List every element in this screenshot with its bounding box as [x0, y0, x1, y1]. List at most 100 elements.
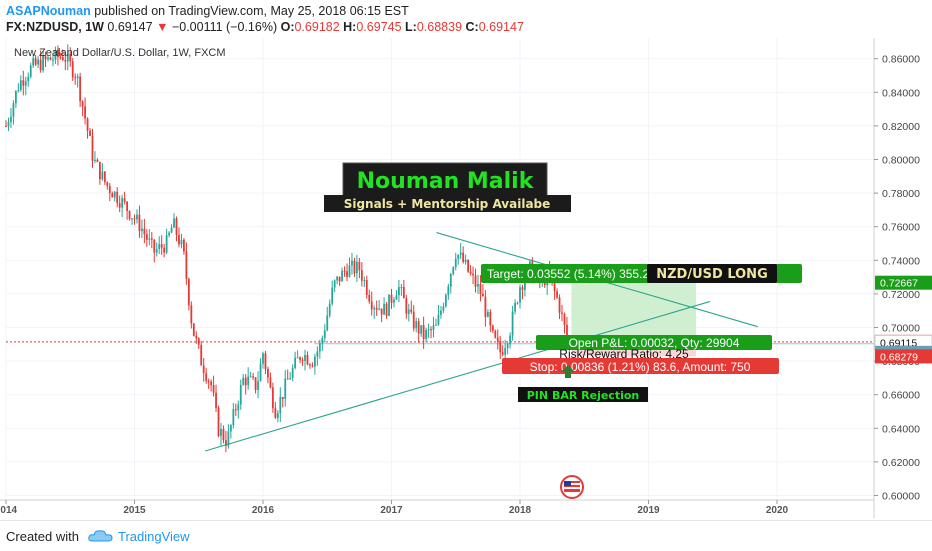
candle-body [234, 409, 237, 411]
candle-body [457, 254, 460, 259]
candle-body [556, 291, 558, 298]
candle-body [168, 232, 170, 236]
candle-body [422, 325, 425, 340]
flag-canton [564, 481, 571, 486]
candle-body [64, 60, 67, 62]
candle-body [395, 295, 398, 300]
profit-zone [571, 282, 697, 343]
candle-body [91, 135, 94, 161]
candle-body [39, 59, 42, 71]
candle-body [153, 239, 156, 253]
candle-body [148, 238, 151, 240]
candle-body [437, 314, 440, 325]
flag-stripe-white [564, 483, 580, 485]
candle-body [360, 270, 363, 281]
price-tick-label: 0.62000 [882, 457, 920, 469]
time-tick-label: 2015 [123, 505, 146, 516]
stop-label: Stop: 0.00836 (1.21%) 83.6, Amount: 750 [530, 360, 751, 374]
candle-body [462, 252, 465, 263]
candle-body [309, 364, 311, 366]
candle-body [504, 348, 507, 355]
publish-line: ASAPNouman published on TradingView.com,… [6, 3, 524, 19]
candle-body [514, 302, 516, 312]
candle-body [363, 280, 366, 282]
tradingview-brand-link[interactable]: TradingView [118, 529, 190, 544]
candle-body [94, 159, 96, 161]
candle-body [84, 106, 86, 119]
candle-body [145, 234, 148, 240]
candle-body [190, 305, 193, 324]
candle-body [459, 252, 462, 255]
candle-body [276, 413, 279, 418]
candle-body [509, 335, 512, 345]
candle-body [227, 431, 230, 446]
candle-body [333, 280, 336, 288]
candle-body [195, 335, 198, 339]
candle-body [254, 377, 257, 390]
candle-body [417, 321, 420, 334]
candle-body [306, 354, 309, 365]
author-link[interactable]: ASAPNouman [6, 4, 91, 18]
time-tick-label: 2016 [252, 505, 275, 516]
candle-body [239, 384, 242, 405]
price-tick-label: 0.60000 [882, 491, 920, 503]
candle-body [467, 259, 470, 272]
candle-body [202, 365, 205, 374]
candle-body [491, 325, 494, 331]
subtitle-box [324, 195, 571, 212]
candle-body [27, 76, 30, 82]
candle-body [44, 55, 47, 60]
candle-body [34, 58, 37, 65]
open-key: O: [280, 20, 295, 34]
candle-body [56, 49, 59, 57]
candle-body [10, 116, 12, 123]
candle-body [477, 284, 479, 287]
candle-body [365, 280, 368, 295]
candle-body [353, 260, 356, 274]
candle-body [81, 101, 84, 107]
candle-body [405, 298, 408, 314]
candle-body [128, 210, 131, 219]
down-arrow-icon: ▼ [156, 20, 169, 34]
candle-body [358, 261, 361, 271]
candle-body [116, 191, 119, 204]
price-tick-label: 0.82000 [882, 121, 920, 133]
candle-body [232, 409, 235, 426]
trendline[interactable] [205, 300, 711, 452]
candle-body [47, 57, 49, 60]
candle-body [415, 321, 418, 329]
price-chart[interactable]: 0.86000 0.84000 0.82000 0.80000 0.78000 0.760… [0, 38, 932, 518]
candle-body [553, 282, 556, 292]
candle-body [215, 392, 217, 408]
price-tick-label: 0.78000 [882, 188, 920, 200]
candle-body [49, 57, 52, 60]
candle-body [12, 103, 15, 117]
candle-body [244, 377, 247, 386]
candle-body [185, 251, 188, 280]
candle-body [304, 354, 306, 361]
candle-body [54, 49, 57, 60]
candle-body [326, 315, 329, 331]
candle-body [279, 397, 282, 414]
candle-body [321, 338, 324, 344]
candle-body [425, 329, 427, 340]
candle-body [42, 55, 44, 71]
high-key: H: [343, 20, 357, 34]
candle-body [205, 373, 208, 381]
candle-body [5, 125, 7, 127]
candle-body [86, 118, 89, 131]
price-tick-label: 0.72000 [882, 289, 920, 301]
candle-body [449, 273, 452, 287]
time-tick-label: 2020 [766, 505, 789, 516]
open-value: 0.69182 [294, 20, 340, 34]
price-tick-label: 0.70000 [882, 323, 920, 335]
candle-body [511, 311, 514, 336]
candle-body [17, 89, 20, 91]
candle-body [370, 301, 373, 310]
candle-body [442, 306, 445, 311]
candle-body [482, 294, 484, 297]
ohlc-line: FX:NZDUSD, 1W 0.69147 ▼ −0.00111 (−0.16%… [6, 19, 524, 35]
candle-body [432, 325, 435, 331]
candle-body [291, 367, 294, 379]
candle-body [136, 214, 138, 220]
